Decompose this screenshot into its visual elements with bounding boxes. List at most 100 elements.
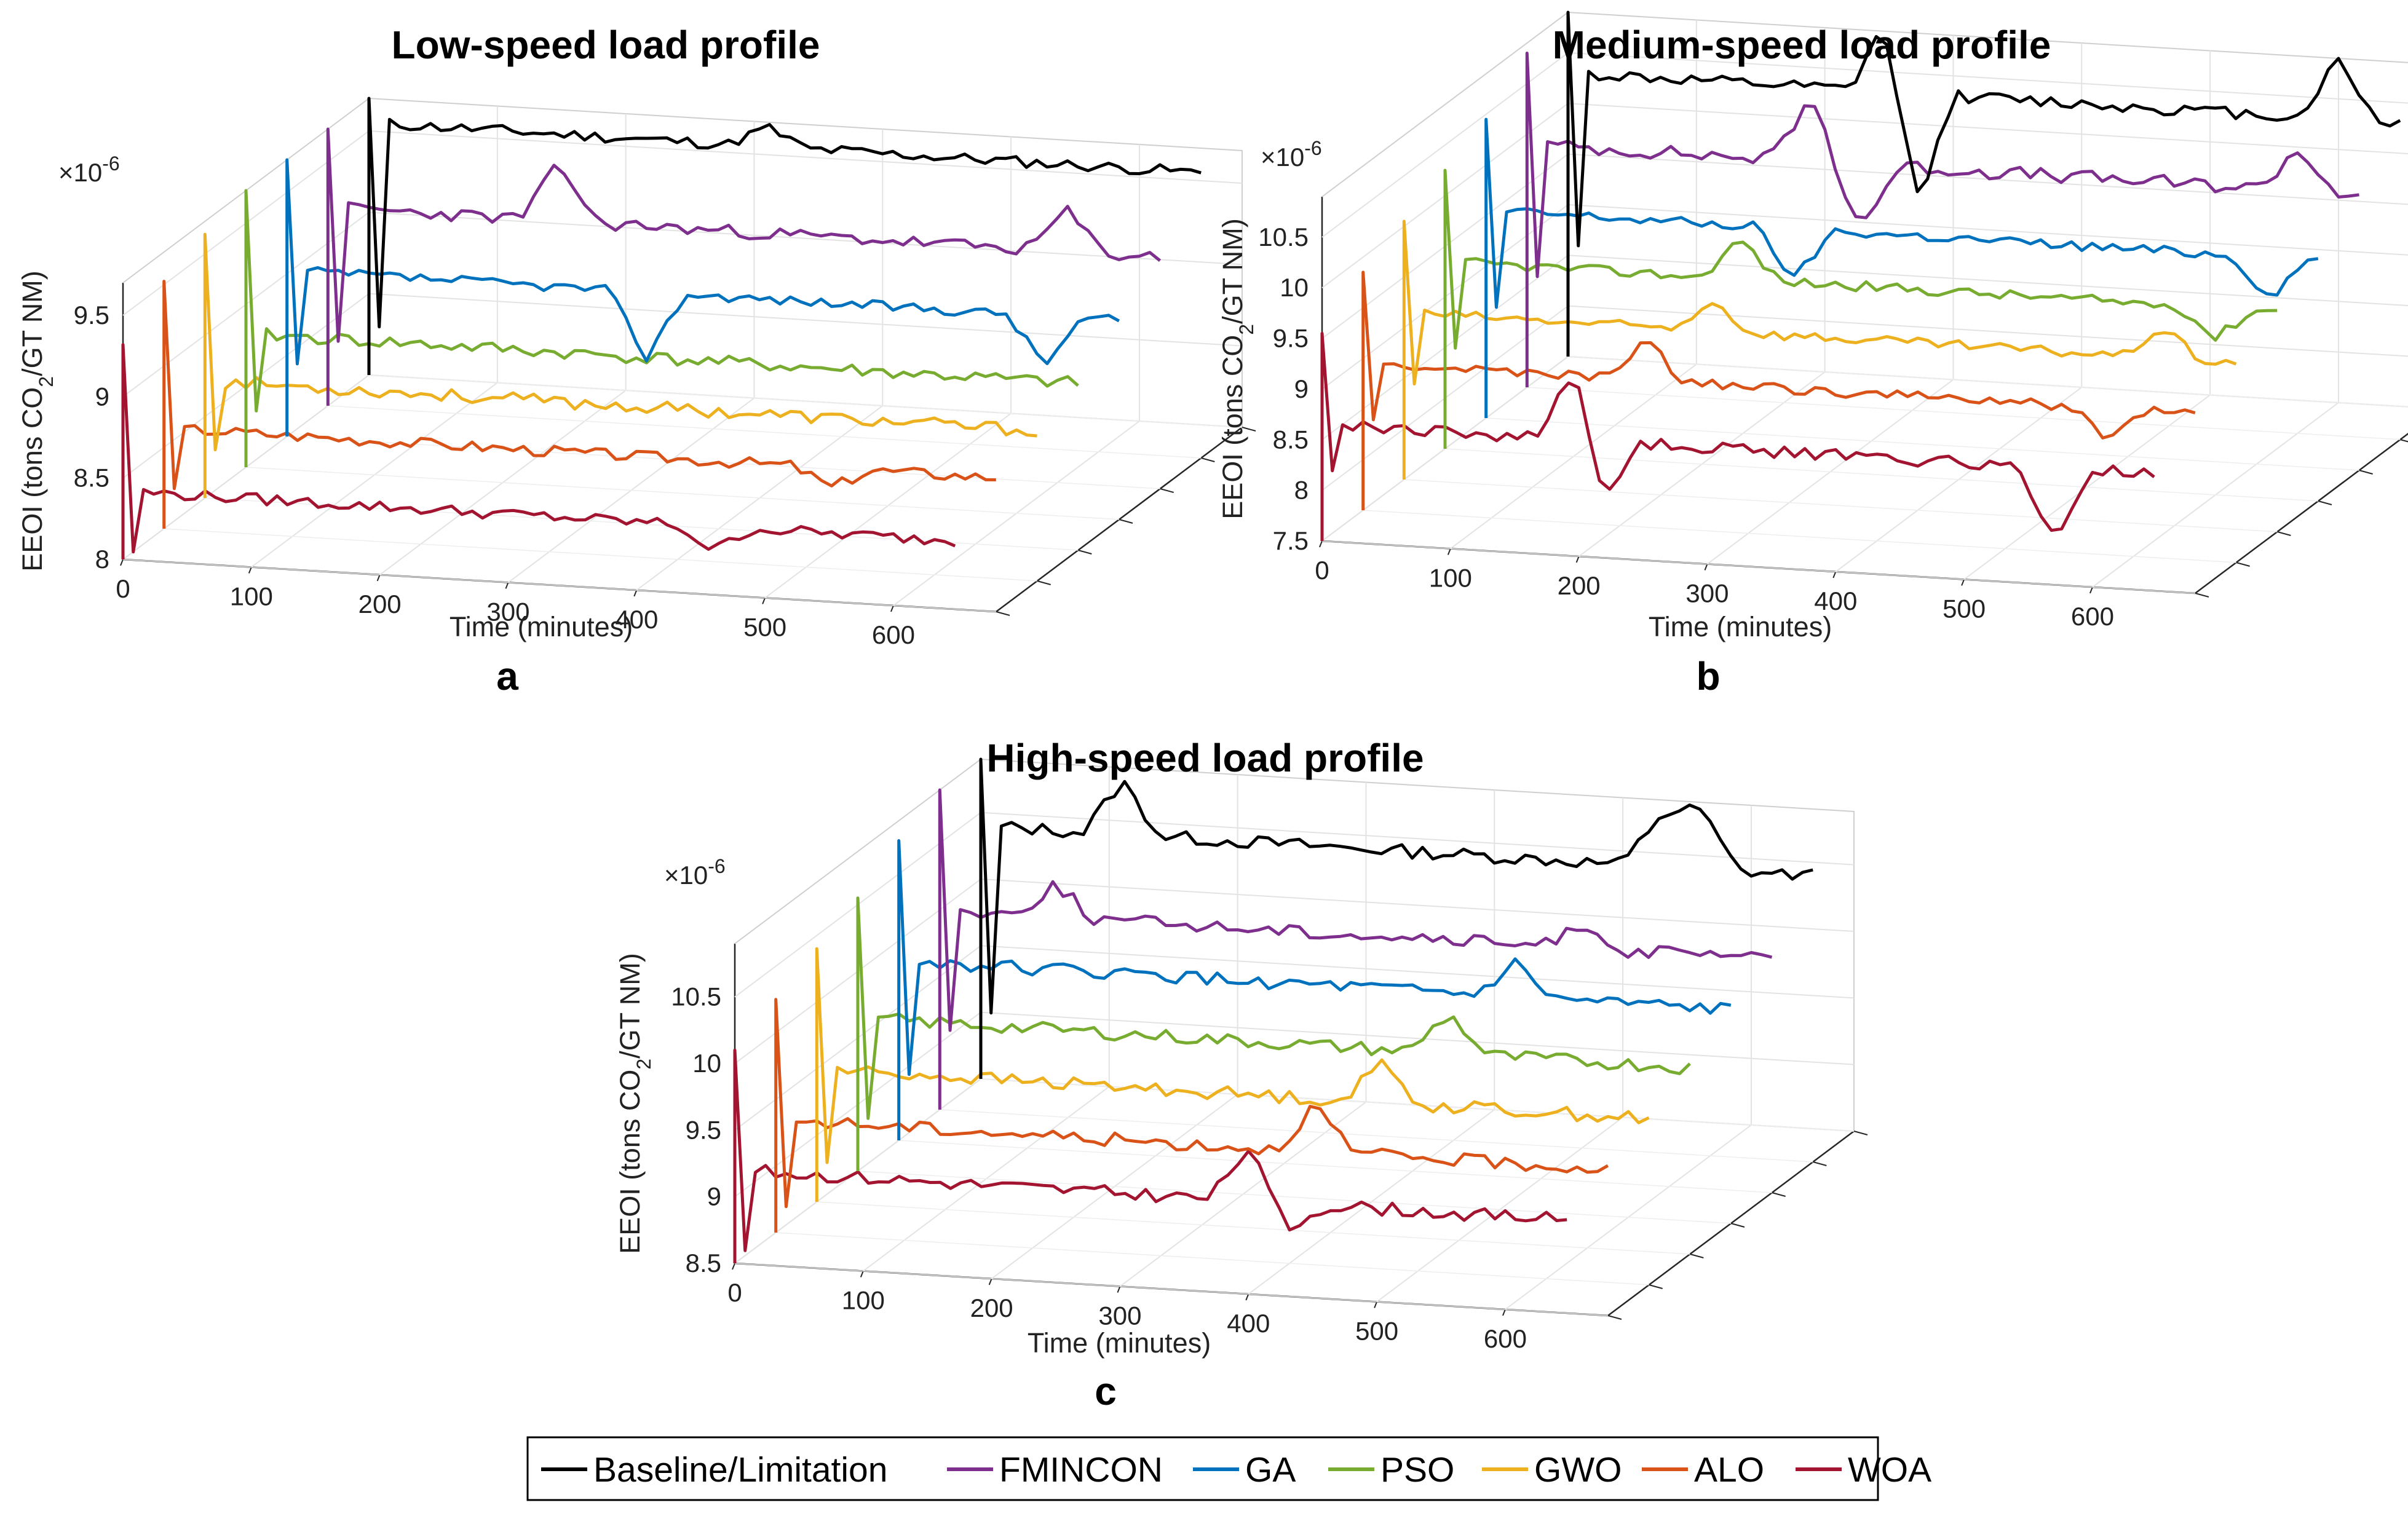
x-tick-label: 500 <box>743 613 786 642</box>
y-axis-label-main: EEOI (tons CO <box>1217 335 1248 519</box>
x-tick-label: 400 <box>615 605 658 634</box>
legend-label: PSO <box>1380 1450 1454 1490</box>
legend-label: GWO <box>1534 1450 1622 1490</box>
back-wall <box>1567 11 2408 408</box>
x-tick-label: 600 <box>2071 602 2114 631</box>
y-tick-label: 7.5 <box>1273 526 1309 555</box>
depth-tick <box>1078 550 1092 555</box>
depth-tick <box>1813 1161 1827 1166</box>
x-tick-label: 200 <box>970 1293 1013 1322</box>
y-axis-label-main: EEOI (tons CO <box>614 1070 646 1254</box>
chart-panel-medium-speed: 0 100 200 300 400 500 600 7.5 8 8.5 9 9.5 10 10.5 Medi… <box>1217 10 2408 698</box>
legend: Baseline/Limitation FMINCON GA PSO GWO ALO WOA <box>526 1436 1931 1501</box>
panel-letter: c <box>1095 1369 1117 1413</box>
series-line-pso <box>244 189 1079 467</box>
x-axis-label: Time (minutes) <box>450 611 633 642</box>
legend-label: GA <box>1245 1450 1296 1490</box>
depth-grid-line <box>287 436 1160 489</box>
x-tick <box>860 1271 864 1277</box>
top-edge-left <box>1321 12 1569 197</box>
y-grid-line <box>1567 203 2408 256</box>
y-grid-line <box>1567 305 2408 357</box>
depth-grid-line <box>1321 540 2196 594</box>
y-grid-line <box>1567 255 2408 307</box>
x-tick-label: 400 <box>1227 1309 1270 1338</box>
exponent-power: -6 <box>102 152 119 175</box>
y-tick-label: 9 <box>1294 374 1309 403</box>
depth-grid-line <box>940 1109 1813 1163</box>
x-tick <box>1704 564 1708 570</box>
x-tick <box>1502 1309 1506 1316</box>
depth-axis-line <box>2195 432 2408 594</box>
depth-tick <box>2318 500 2332 505</box>
depth-grid-line <box>775 1232 1649 1285</box>
y-exponent-label: ×10-6 <box>664 855 726 890</box>
x-tick-label: 300 <box>486 598 529 626</box>
x-tick-label: 200 <box>1558 571 1601 600</box>
series-line-woa <box>1320 331 2155 541</box>
x-tick <box>1374 1301 1378 1308</box>
legend-label: FMINCON <box>999 1450 1163 1490</box>
chart-title: Low-speed load profile <box>392 23 820 67</box>
y-tick-label: 9.5 <box>1273 324 1309 353</box>
x-tick-label: 400 <box>1814 586 1857 615</box>
depth-tick <box>2400 439 2408 443</box>
series-line-baseline-limitation <box>979 757 1813 1079</box>
series-line-pso <box>856 896 1691 1171</box>
y-grid-line <box>1567 103 2408 155</box>
y-grid-line <box>368 211 1243 266</box>
x-tick <box>1245 1293 1250 1301</box>
legend-item-ga: GA <box>1193 1450 1296 1490</box>
legend-item-fmincon: FMINCON <box>947 1450 1163 1490</box>
depth-tick <box>1160 488 1174 493</box>
chart-panel-low-speed: 0 100 200 300 400 500 600 8 8.5 9 9.5 Low-speed loa… <box>17 23 1256 698</box>
axes-box <box>120 97 1256 616</box>
x-tick-label: 100 <box>230 582 273 611</box>
exponent-power: -6 <box>1304 137 1321 159</box>
y-axis-label: EEOI (tons CO2/GT NM) <box>614 953 655 1254</box>
exponent-base: ×10 <box>664 861 708 890</box>
legend-label: Baseline/Limitation <box>593 1450 887 1490</box>
depth-tick <box>1730 1223 1745 1228</box>
depth-grid-line <box>245 467 1120 520</box>
series-line-baseline-limitation <box>367 97 1202 375</box>
depth-grid-line <box>1527 387 2401 440</box>
y-axis-label: EEOI (tons CO2/GT NM) <box>1217 218 1257 519</box>
x-tick-label: 100 <box>1429 564 1472 593</box>
y-axis-label-sub: 2 <box>35 376 57 387</box>
depth-tick <box>1607 1315 1622 1320</box>
x-tick-label: 0 <box>116 574 130 603</box>
chart-panel-high-speed: 0 100 200 300 400 500 600 8.5 9 9.5 10 10.5 High-spe… <box>614 736 1868 1413</box>
x-axis-label: Time (minutes) <box>1028 1327 1211 1359</box>
series-line-fmincon <box>938 788 1773 1110</box>
back-wall <box>368 97 1243 428</box>
depth-grid-line <box>1404 479 2278 532</box>
chart-title: High-speed load profile <box>986 736 1424 780</box>
series-line-ga <box>897 839 1732 1140</box>
exponent-power: -6 <box>708 855 725 877</box>
x-axis-label: Time (minutes) <box>1649 611 1832 642</box>
series-line-fmincon <box>326 127 1162 406</box>
panel-letter: b <box>1696 654 1720 698</box>
x-tick <box>890 605 894 612</box>
depth-tick <box>2277 531 2291 536</box>
legend-item-gwo: GWO <box>1482 1450 1622 1490</box>
x-tick-label: 0 <box>727 1278 742 1307</box>
x-tick-label: 300 <box>1098 1301 1141 1330</box>
y-grid-line <box>980 878 1855 932</box>
depth-tick <box>2359 470 2373 475</box>
y-tick-label: 9.5 <box>686 1115 721 1144</box>
legend-label: WOA <box>1848 1450 1931 1490</box>
y-tick-label: 10 <box>1280 273 1309 302</box>
x-tick <box>1832 571 1837 578</box>
y-tick-label: 9.5 <box>74 301 109 330</box>
x-tick <box>1575 556 1580 563</box>
depth-grid-line <box>1363 510 2236 563</box>
depth-grid-line <box>857 1171 1732 1224</box>
y-grid-line <box>368 130 1243 184</box>
x-tick <box>505 582 509 589</box>
series-line-ga <box>285 158 1120 436</box>
depth-grid-line <box>368 374 1243 428</box>
depth-grid-line <box>1567 356 2408 408</box>
y-axis-label-main: EEOI (tons CO <box>17 387 48 572</box>
